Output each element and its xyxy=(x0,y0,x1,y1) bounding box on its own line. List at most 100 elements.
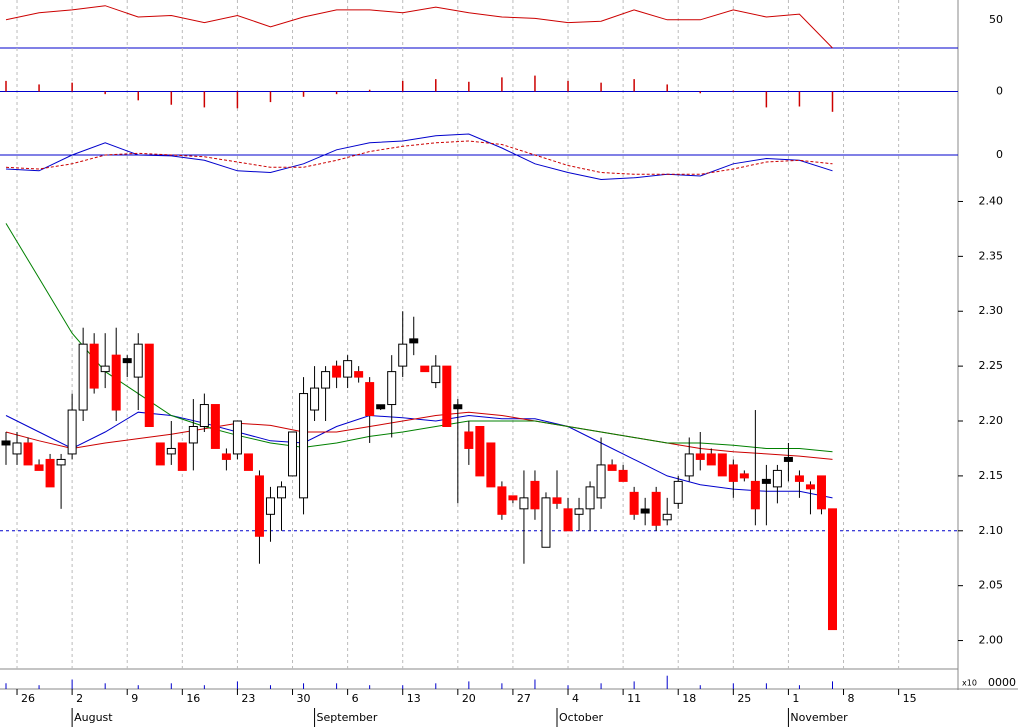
candle-body xyxy=(232,420,242,455)
x-tick-label: 15 xyxy=(903,692,917,705)
candle-body xyxy=(177,442,187,471)
candle-body xyxy=(288,431,298,477)
candle-body xyxy=(585,486,595,510)
x-tick-label: 9 xyxy=(131,692,138,705)
candle-body xyxy=(475,426,485,477)
candle-body xyxy=(706,453,716,466)
candle-body xyxy=(100,365,110,373)
candle-body xyxy=(420,365,430,373)
candle-body xyxy=(45,458,55,488)
candle-body xyxy=(89,343,99,389)
y-tick-label: 0 xyxy=(996,148,1003,161)
x-tick-label: 20 xyxy=(462,692,476,705)
candle-body xyxy=(34,464,44,471)
month-label: October xyxy=(559,711,603,724)
candle-body xyxy=(23,442,33,466)
candle-body xyxy=(497,486,507,515)
candle-body xyxy=(133,343,143,378)
y-tick-label: 2.00 xyxy=(979,634,1004,647)
candle-body xyxy=(486,442,496,488)
y-tick-label: 2.15 xyxy=(979,469,1004,482)
candle-body xyxy=(199,404,209,427)
candle-body xyxy=(398,343,408,367)
candle-body xyxy=(376,404,386,410)
candle-body xyxy=(188,426,198,444)
candle-body xyxy=(629,491,639,515)
candle-body xyxy=(607,464,617,471)
x-tick-label: 26 xyxy=(21,692,35,705)
y-tick-label: 0 xyxy=(996,85,1003,98)
x-tick-label: 2 xyxy=(76,692,83,705)
y-tick-label: 2.20 xyxy=(979,414,1004,427)
candle-body xyxy=(750,480,760,510)
candle-body xyxy=(783,456,793,462)
x-tick-label: 27 xyxy=(517,692,531,705)
candle-body xyxy=(409,338,419,344)
candle-body xyxy=(254,475,264,537)
candle-body xyxy=(618,469,628,482)
candle-body xyxy=(210,404,220,449)
candle-body xyxy=(310,387,320,411)
candle-body xyxy=(541,497,551,548)
candle-body xyxy=(56,458,66,466)
x-tick-label: 6 xyxy=(352,692,359,705)
y-tick-label: 2.05 xyxy=(979,579,1004,592)
x-tick-label: 30 xyxy=(297,692,311,705)
y-tick-label: 2.10 xyxy=(979,524,1004,537)
x-tick-label: 13 xyxy=(407,692,421,705)
x-tick-label: 1 xyxy=(792,692,799,705)
candle-body xyxy=(431,365,441,384)
macd-line xyxy=(5,133,833,181)
candle-body xyxy=(640,508,650,514)
month-label: November xyxy=(790,711,848,724)
y-tick-label: 2.35 xyxy=(979,249,1004,262)
oscillator-line xyxy=(5,5,833,49)
candle-body xyxy=(695,453,705,460)
month-label: September xyxy=(317,711,378,724)
y-tick-label: 2.25 xyxy=(979,359,1004,372)
candle-body xyxy=(552,497,562,504)
candle-body xyxy=(530,480,540,510)
candle-body xyxy=(354,371,364,378)
candle-body xyxy=(321,371,331,389)
month-label: August xyxy=(74,711,113,724)
candle-body xyxy=(221,453,231,460)
candle-body xyxy=(651,491,661,526)
candle-body xyxy=(761,478,771,484)
candle-body xyxy=(805,484,815,490)
candle-body xyxy=(299,393,309,499)
candle-body xyxy=(739,473,749,479)
candle-body xyxy=(828,508,837,631)
volume-tick-label: 0000 xyxy=(988,676,1016,689)
y-tick-label: 2.40 xyxy=(979,194,1004,207)
y-tick-label: 2.30 xyxy=(979,304,1004,317)
candle-body xyxy=(332,365,342,378)
candle-body xyxy=(111,354,121,411)
candle-body xyxy=(464,431,474,449)
x-tick-label: 4 xyxy=(572,692,579,705)
candle-body xyxy=(662,513,672,521)
x-tick-label: 18 xyxy=(682,692,696,705)
candle-body xyxy=(728,464,738,482)
candle-body xyxy=(816,475,826,510)
candle-body xyxy=(343,360,353,378)
candle-body xyxy=(277,486,286,499)
candle-body xyxy=(453,404,463,410)
candle-body xyxy=(166,447,176,455)
x-tick-label: 11 xyxy=(627,692,641,705)
volume-scale: x10 xyxy=(962,679,977,688)
moving-average xyxy=(5,411,833,460)
candle-body xyxy=(442,365,452,427)
candle-body xyxy=(508,495,518,501)
candle-body xyxy=(78,343,88,411)
candle-body xyxy=(794,475,804,482)
x-tick-label: 16 xyxy=(186,692,200,705)
candle-body xyxy=(563,508,573,532)
candle-body xyxy=(155,442,165,466)
candle-body xyxy=(684,453,694,477)
candle-body xyxy=(67,409,77,455)
candle-body xyxy=(673,480,683,504)
candle-body xyxy=(387,371,397,406)
